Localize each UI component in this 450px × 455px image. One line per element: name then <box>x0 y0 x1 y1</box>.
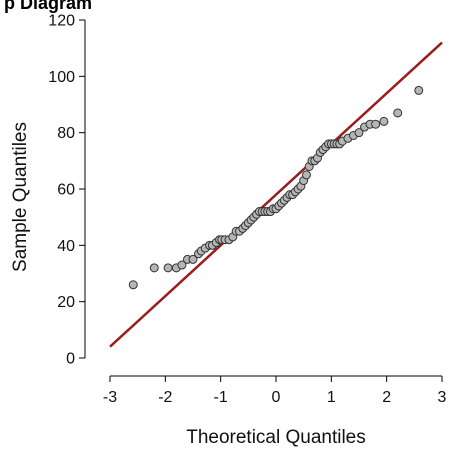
qq-point <box>393 108 403 118</box>
qq-point <box>354 128 364 138</box>
x-tick-label: 0 <box>272 389 281 406</box>
points-layer <box>128 85 424 290</box>
y-tick-label: 0 <box>66 351 75 368</box>
x-axis-title: Theoretical Quantiles <box>186 427 366 448</box>
axis-titles: Theoretical Quantiles Sample Quantiles <box>10 122 366 448</box>
x-tick-label: 2 <box>382 389 391 406</box>
qq-point <box>177 260 187 270</box>
x-tick-label: -1 <box>214 389 228 406</box>
axes <box>84 20 442 377</box>
qq-point <box>379 116 389 126</box>
y-tick-label: 100 <box>48 69 75 86</box>
ticks: 0 20 40 60 80 100 120 -3 -2 -1 0 1 2 3 <box>48 13 446 407</box>
y-tick-label: 20 <box>57 294 75 311</box>
x-tick-label: 1 <box>327 389 336 406</box>
qq-point <box>163 263 173 273</box>
y-axis-title: Sample Quantiles <box>10 122 31 272</box>
qq-point <box>301 170 311 180</box>
x-tick-label: -2 <box>158 389 172 406</box>
qq-point <box>149 263 159 273</box>
y-tick-label: 80 <box>57 125 75 142</box>
qq-point <box>414 85 424 95</box>
reference-line <box>109 41 443 348</box>
y-tick-label: 60 <box>57 182 75 199</box>
x-tick-label: 3 <box>438 389 447 406</box>
x-tick-label: -3 <box>103 389 117 406</box>
qq-point <box>371 119 381 129</box>
reference-line-layer <box>109 41 443 348</box>
y-tick-label: 40 <box>57 238 75 255</box>
y-tick-label: 120 <box>48 13 75 30</box>
qq-point <box>188 254 198 264</box>
qq-point <box>128 280 138 290</box>
